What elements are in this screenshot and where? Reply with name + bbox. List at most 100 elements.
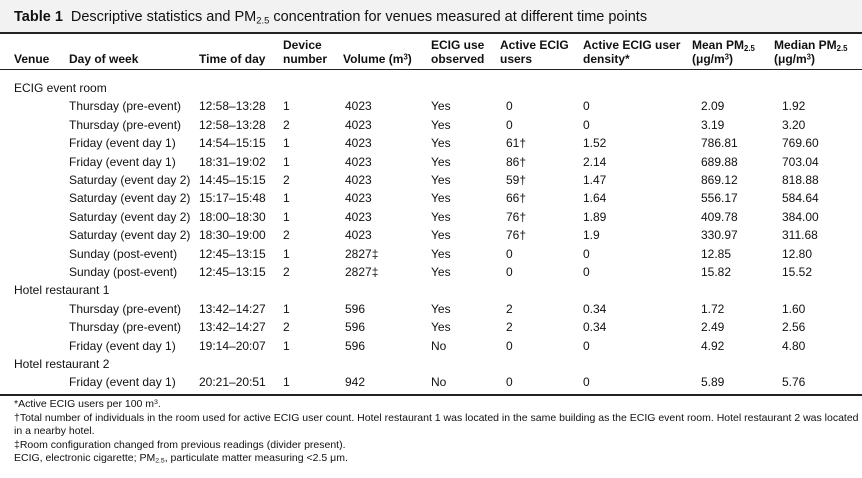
cell-day: Sunday (post-event)	[69, 246, 178, 261]
footnote-abbreviations: ECIG, electronic cigarette; PM2.5, parti…	[14, 452, 348, 465]
cell-device: 1	[283, 246, 290, 261]
cell-median: 384.00	[782, 209, 819, 224]
cell-day: Saturday (event day 2)	[69, 191, 191, 206]
cell-time: 12:58–13:28	[199, 117, 266, 132]
footnote-density: *Active ECIG users per 100 m3.	[14, 398, 161, 410]
cell-median: 3.20	[782, 117, 806, 132]
cell-mean: 3.19	[701, 117, 725, 132]
cell-time: 19:14–20:07	[199, 338, 266, 353]
cell-time: 12:45–13:15	[199, 246, 266, 261]
cell-device: 2	[283, 265, 290, 279]
cell-ecig: No	[431, 338, 447, 353]
header-density-line1: Active ECIG user	[583, 38, 681, 52]
header-ecig-line1: ECIG use	[431, 38, 485, 52]
header-ecig-line2: observed	[431, 52, 485, 66]
header-density-line2: density*	[583, 52, 630, 66]
footnote-room-config: ‡Room configuration changed from previou…	[14, 439, 346, 451]
section-heading: Hotel restaurant 2	[14, 357, 110, 371]
cell-users: 0	[506, 338, 513, 353]
header-users-line1: Active ECIG	[500, 38, 569, 52]
cell-median: 1.60	[782, 301, 806, 316]
cell-ecig: Yes	[431, 117, 451, 132]
cell-density: 0	[583, 265, 590, 279]
cell-median: 584.64	[782, 191, 819, 206]
cell-median: 15.52	[782, 265, 813, 279]
cell-volume: 2827‡	[345, 265, 379, 279]
cell-device: 1	[283, 99, 290, 114]
footnote-users: †Total number of individuals in the room…	[14, 412, 859, 424]
cell-device: 2	[283, 117, 290, 132]
section-heading: ECIG event room	[14, 81, 107, 95]
cell-volume: 596	[345, 338, 366, 353]
cell-mean: 2.09	[701, 99, 725, 114]
cell-ecig: Yes	[431, 246, 451, 261]
cell-time: 20:21–20:51	[199, 375, 266, 390]
cell-density: 0	[583, 246, 590, 261]
cell-day: Friday (event day 1)	[69, 338, 176, 353]
cell-volume: 4023	[345, 191, 372, 206]
cell-device: 1	[283, 338, 290, 353]
cell-mean: 689.88	[701, 154, 738, 169]
cell-day: Thursday (pre-event)	[69, 117, 182, 132]
header-device-line1: Device	[283, 38, 322, 52]
cell-median: 4.80	[782, 338, 806, 353]
cell-mean: 15.82	[701, 265, 732, 279]
cell-density: 1.47	[583, 173, 607, 187]
cell-device: 2	[283, 173, 290, 187]
footnote-users-cont: in a nearby hotel.	[14, 425, 95, 437]
cell-density: 0	[583, 375, 590, 390]
cell-time: 13:42–14:27	[199, 320, 266, 335]
table-title: Table 1 Descriptive statistics and PM2.5 …	[14, 9, 647, 25]
cell-device: 2	[283, 228, 290, 243]
cell-mean: 869.12	[701, 173, 738, 187]
header-venue: Venue	[14, 52, 50, 66]
cell-density: 1.64	[583, 191, 607, 206]
cell-median: 703.04	[782, 154, 819, 169]
cell-device: 1	[283, 154, 290, 169]
cell-users: 2	[506, 301, 513, 316]
cell-median: 2.56	[782, 320, 806, 335]
cell-density: 0.34	[583, 301, 607, 316]
cell-mean: 5.89	[701, 375, 725, 390]
cell-mean: 556.17	[701, 191, 738, 206]
cell-day: Friday (event day 1)	[69, 136, 176, 151]
cell-ecig: Yes	[431, 173, 451, 187]
cell-day: Saturday (event day 2)	[69, 173, 191, 187]
cell-users: 0	[506, 246, 513, 261]
header-median-line1: Median PM2.5	[774, 38, 848, 53]
cell-ecig: No	[431, 375, 447, 390]
cell-device: 1	[283, 136, 290, 151]
cell-time: 18:30–19:00	[199, 228, 266, 243]
cell-time: 12:45–13:15	[199, 265, 266, 279]
cell-volume: 4023	[345, 228, 372, 243]
cell-users: 66†	[506, 191, 527, 206]
table-header: Venue Day of week Time of day Device num…	[0, 34, 862, 70]
header-volume: Volume (m3)	[343, 52, 412, 66]
cell-mean: 2.49	[701, 320, 725, 335]
table-title-bar: Table 1 Descriptive statistics and PM2.5 …	[0, 0, 862, 34]
cell-day: Friday (event day 1)	[69, 154, 176, 169]
cell-median: 818.88	[782, 173, 819, 187]
cell-ecig: Yes	[431, 265, 451, 279]
cell-day: Thursday (pre-event)	[69, 99, 182, 114]
header-device-line2: number	[283, 52, 328, 66]
cell-mean: 12.85	[701, 246, 732, 261]
header-time: Time of day	[199, 52, 266, 66]
header-median-line2: (μg/m3)	[774, 52, 816, 66]
cell-users: 2	[506, 320, 513, 335]
cell-density: 0	[583, 99, 590, 114]
cell-users: 0	[506, 117, 513, 132]
cell-volume: 596	[345, 320, 366, 335]
cell-density: 0.34	[583, 320, 607, 335]
cell-ecig: Yes	[431, 154, 451, 169]
cell-ecig: Yes	[431, 320, 451, 335]
cell-device: 1	[283, 209, 290, 224]
cell-time: 18:31–19:02	[199, 154, 266, 169]
cell-density: 1.52	[583, 136, 607, 151]
cell-device: 1	[283, 191, 290, 206]
cell-time: 14:45–15:15	[199, 173, 266, 187]
cell-density: 2.14	[583, 154, 607, 169]
cell-users: 59†	[506, 173, 527, 187]
cell-volume: 2827‡	[345, 246, 379, 261]
cell-users: 0	[506, 99, 513, 114]
